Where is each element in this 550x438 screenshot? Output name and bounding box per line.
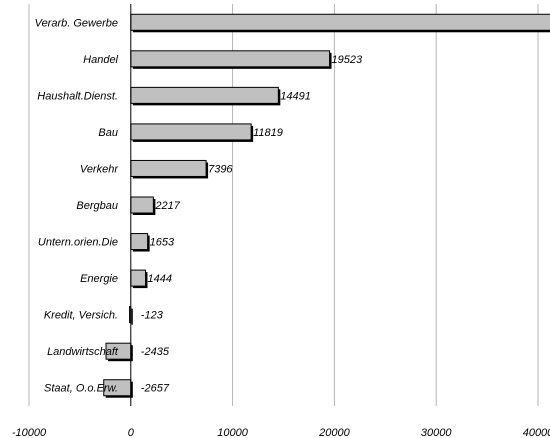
category-label: Untern.orien.Die bbox=[38, 237, 118, 249]
bar bbox=[130, 196, 154, 214]
labels: Verarb. Gewerbe41380Handel19523Haushalt.… bbox=[35, 17, 363, 395]
value-label: 19523 bbox=[332, 54, 363, 66]
x-tick-label: 10000 bbox=[217, 427, 248, 438]
category-label: Staat, O.o.Erw. bbox=[44, 383, 118, 395]
category-label: Landwirtschaft bbox=[47, 346, 119, 358]
value-label: -2435 bbox=[141, 346, 170, 358]
category-label: Bau bbox=[98, 127, 118, 139]
bar-shadow bbox=[131, 308, 133, 325]
category-label: Handel bbox=[83, 54, 118, 66]
bars bbox=[103, 13, 550, 398]
x-tick-label: 40000 bbox=[523, 427, 550, 438]
bar bbox=[130, 13, 550, 31]
bar bbox=[130, 233, 149, 251]
bar bbox=[130, 269, 146, 287]
x-tick-label: 20000 bbox=[318, 427, 350, 438]
gridlines bbox=[28, 4, 539, 406]
bar bbox=[130, 159, 207, 177]
category-label: Energie bbox=[80, 273, 118, 285]
value-label: 2217 bbox=[154, 200, 180, 212]
value-label: 1653 bbox=[150, 237, 175, 249]
category-label: Verkehr bbox=[80, 163, 119, 175]
category-label: Kredit, Versich. bbox=[44, 310, 118, 322]
bar bbox=[130, 86, 279, 104]
value-label: -2657 bbox=[141, 383, 170, 395]
x-tick-label: -10000 bbox=[12, 427, 47, 438]
x-tick-label: 0 bbox=[128, 427, 135, 438]
x-tick-label: 30000 bbox=[421, 427, 452, 438]
category-label: Bergbau bbox=[76, 200, 118, 212]
category-label: Haushalt.Dienst. bbox=[37, 90, 118, 102]
value-label: 1444 bbox=[147, 273, 171, 285]
bar bbox=[130, 123, 252, 141]
value-label: -123 bbox=[141, 310, 164, 322]
value-label: 11819 bbox=[253, 127, 283, 139]
x-axis: -10000 0 10000 20000 30000 40000 bbox=[12, 4, 550, 438]
value-label: 14491 bbox=[280, 90, 311, 102]
category-label: Verarb. Gewerbe bbox=[35, 17, 118, 29]
bar bbox=[130, 50, 331, 68]
value-label: 7396 bbox=[208, 163, 233, 175]
